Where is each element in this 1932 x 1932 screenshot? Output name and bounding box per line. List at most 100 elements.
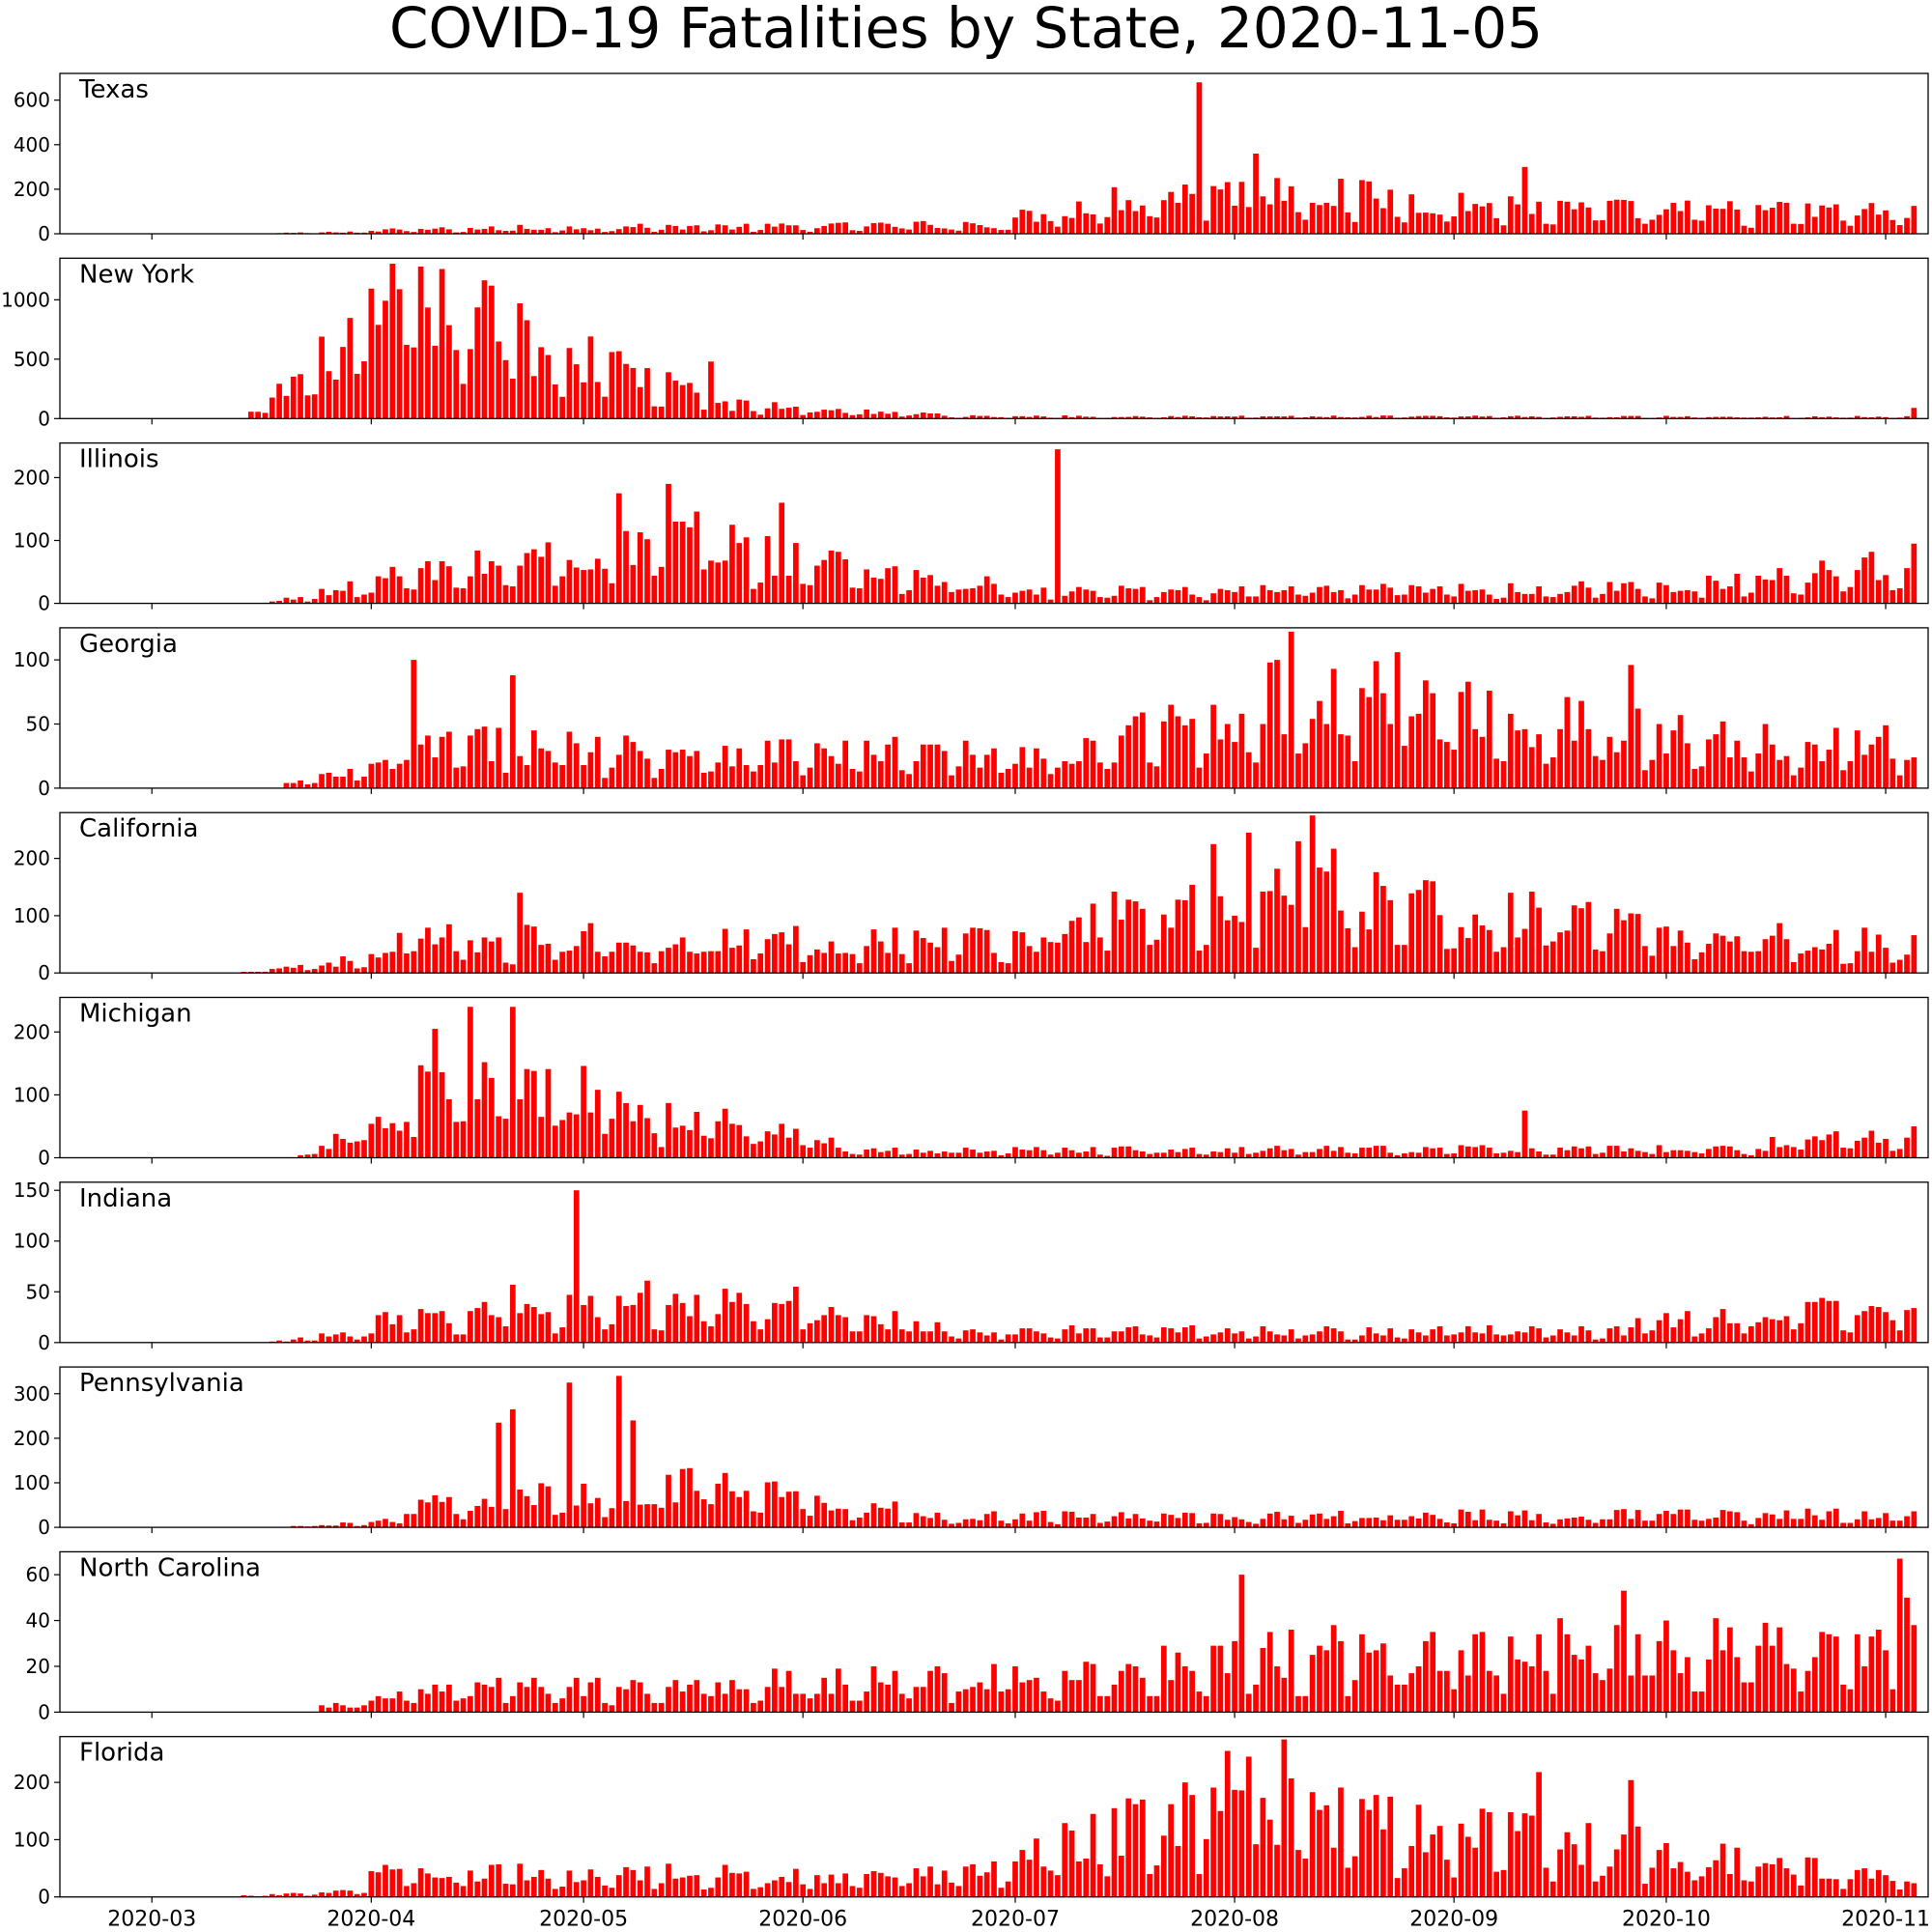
bar — [1769, 1319, 1776, 1343]
bar — [955, 1152, 962, 1158]
bar — [1677, 1150, 1684, 1158]
bar — [856, 413, 863, 419]
bar — [446, 1098, 452, 1158]
bar — [1521, 728, 1528, 788]
bar — [1528, 213, 1535, 234]
bar — [1189, 1148, 1195, 1158]
bar — [898, 1329, 905, 1343]
bar — [615, 229, 622, 234]
bar — [411, 1883, 417, 1897]
bar — [1260, 1325, 1266, 1343]
y-tick-label: 20 — [26, 1655, 50, 1678]
bar — [1119, 1146, 1124, 1158]
bar — [1515, 1151, 1520, 1158]
bar — [892, 412, 898, 419]
bar — [1083, 1151, 1090, 1158]
bar — [1464, 1146, 1471, 1158]
bar — [630, 1420, 637, 1528]
bar — [764, 1687, 771, 1713]
bar — [524, 228, 530, 234]
bar — [502, 231, 509, 234]
bar — [474, 307, 481, 419]
bar — [396, 1691, 403, 1713]
bar — [1266, 416, 1273, 419]
bar — [694, 1491, 700, 1528]
bar — [1210, 704, 1216, 788]
bar — [1883, 1650, 1889, 1713]
bar — [687, 755, 693, 788]
bar — [1408, 1845, 1415, 1897]
bar — [892, 736, 898, 788]
bar — [864, 409, 869, 419]
bar — [1557, 200, 1563, 234]
bar — [814, 949, 820, 974]
bar — [1479, 736, 1486, 788]
bar — [962, 1330, 969, 1343]
bar — [425, 927, 431, 974]
bar — [687, 225, 693, 234]
bar — [1430, 415, 1436, 419]
bar — [304, 970, 311, 974]
bar — [977, 415, 983, 419]
bar — [1040, 1691, 1047, 1713]
bar — [298, 1525, 303, 1528]
bar — [998, 1520, 1005, 1528]
bar — [927, 1151, 933, 1158]
bar — [1238, 1147, 1245, 1158]
bar — [581, 1065, 586, 1158]
bar — [1464, 1325, 1471, 1343]
bar — [1345, 735, 1351, 788]
bar — [1840, 1889, 1846, 1897]
bar — [934, 1512, 941, 1528]
bar — [1119, 1856, 1124, 1897]
bar — [1047, 1521, 1054, 1528]
bar — [949, 1336, 954, 1343]
bar — [1012, 1861, 1018, 1897]
bar — [1628, 665, 1634, 788]
bar — [1811, 1136, 1818, 1158]
bar — [1281, 589, 1288, 604]
bar — [340, 1705, 346, 1713]
bar — [644, 1693, 650, 1713]
bar — [983, 1514, 990, 1528]
bar — [1685, 1151, 1690, 1158]
bar — [1238, 1790, 1245, 1897]
bar — [1536, 201, 1542, 234]
bar — [1040, 213, 1047, 234]
bar — [1458, 1650, 1464, 1713]
bar — [821, 1502, 828, 1528]
bar — [347, 231, 354, 234]
bar — [835, 1883, 841, 1897]
bar — [1387, 1796, 1394, 1897]
bar — [729, 1301, 735, 1343]
bar — [772, 226, 778, 234]
state-label: Texas — [78, 75, 149, 104]
bar — [1748, 1154, 1754, 1158]
bar — [1606, 582, 1613, 604]
bar — [672, 521, 679, 604]
bar — [594, 1677, 601, 1713]
bar — [934, 1321, 941, 1343]
bar — [637, 952, 643, 974]
bar — [1415, 415, 1422, 419]
bar — [807, 1516, 813, 1528]
bar — [1486, 929, 1492, 974]
bar — [1592, 755, 1599, 788]
state-label: Florida — [79, 1739, 164, 1768]
bar — [991, 1663, 997, 1713]
bar — [1564, 696, 1571, 788]
bar — [1748, 1881, 1754, 1897]
bar — [623, 1689, 629, 1713]
bar — [1861, 1868, 1867, 1897]
bar — [1266, 662, 1273, 788]
bar — [602, 1702, 608, 1713]
bar — [602, 1133, 608, 1158]
bar — [700, 1135, 707, 1158]
bar — [489, 941, 495, 974]
bar — [332, 1525, 339, 1528]
bar — [375, 762, 382, 788]
bar — [1521, 416, 1528, 419]
bar — [1911, 757, 1918, 788]
bar — [751, 1702, 756, 1713]
bar — [502, 962, 509, 974]
